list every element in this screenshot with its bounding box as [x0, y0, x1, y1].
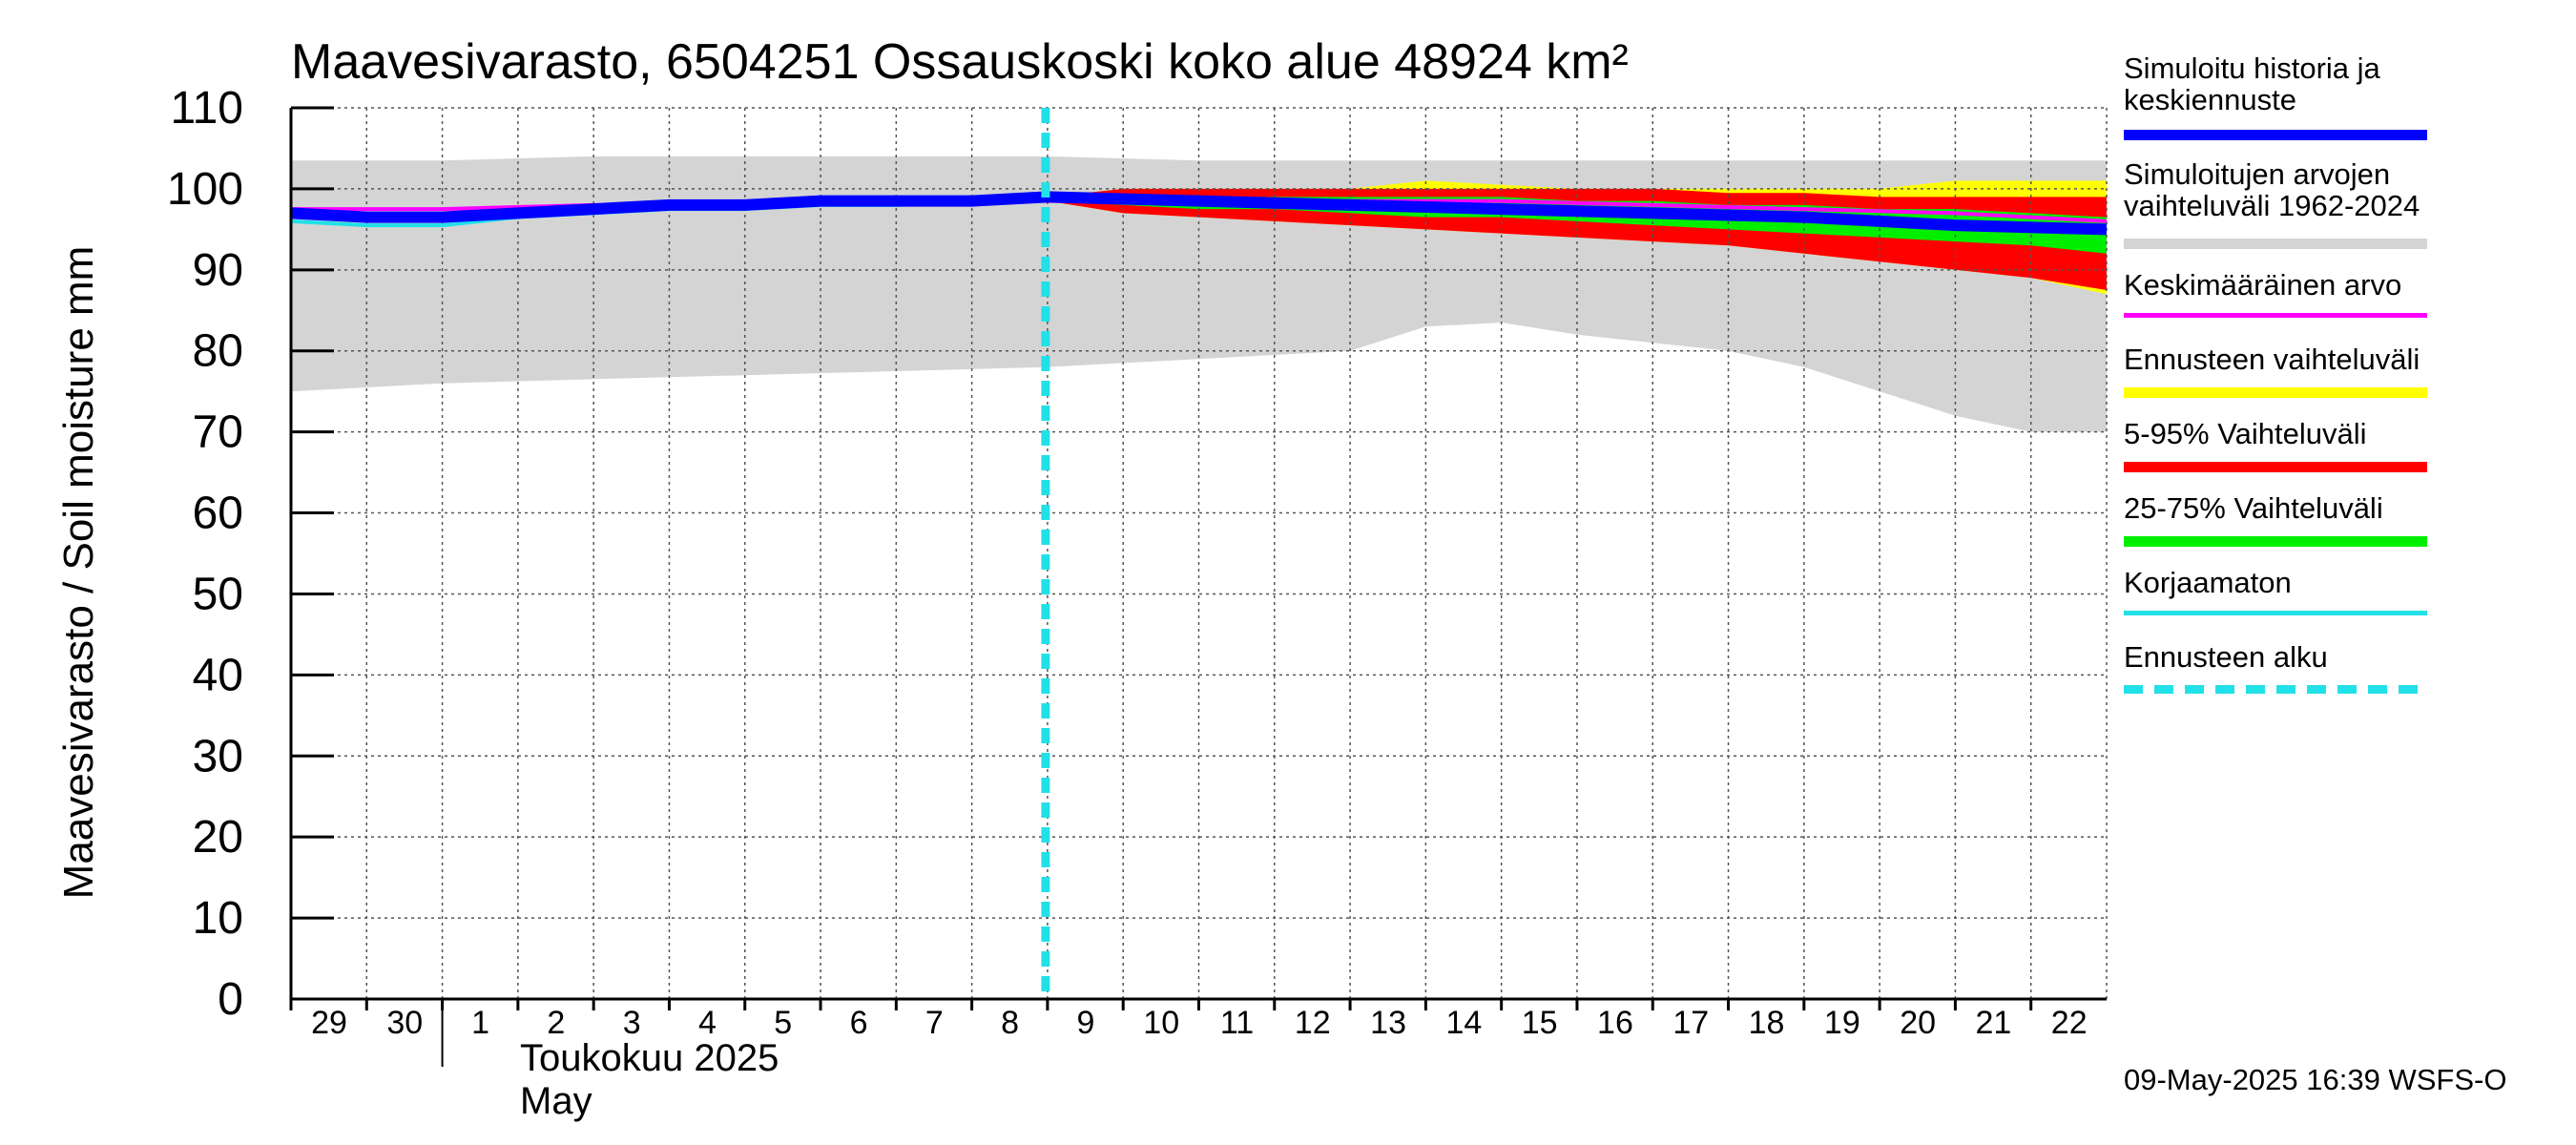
legend-swatch — [2124, 611, 2427, 615]
legend-swatch — [2124, 462, 2427, 472]
x-tick-label: 14 — [1445, 1005, 1482, 1041]
x-tick-label: 18 — [1749, 1005, 1785, 1041]
x-tick-label: 30 — [386, 1005, 423, 1041]
series-line-2 — [290, 191, 2108, 236]
y-tick-label: 100 — [167, 164, 243, 215]
y-tick-label: 80 — [193, 326, 243, 377]
x-tick-label: 11 — [1220, 1005, 1254, 1041]
y-axis-label: Maavesivarasto / Soil moisture mm — [55, 246, 102, 900]
legend-label: Simuloitu historia ja keskiennuste — [2124, 52, 2380, 116]
x-tick-label: 22 — [2051, 1005, 2088, 1041]
y-tick-label: 90 — [193, 245, 243, 296]
legend-label: 5-95% Vaihteluväli — [2124, 417, 2367, 450]
legend-label: Ennusteen alku — [2124, 640, 2328, 674]
x-tick-label: 15 — [1522, 1005, 1558, 1041]
y-tick-label: 30 — [193, 731, 243, 781]
x-tick-label: 2 — [547, 1005, 565, 1041]
series-lines — [290, 108, 2108, 999]
x-tick-label: 8 — [1001, 1005, 1019, 1041]
x-tick-label: 1 — [471, 1005, 489, 1041]
y-tick-label: 40 — [193, 650, 243, 700]
y-tick-label: 20 — [193, 812, 243, 863]
chart-title: Maavesivarasto, 6504251 Ossauskoski koko… — [291, 34, 1629, 90]
x-tick-label: 13 — [1370, 1005, 1406, 1041]
x-tick-label: 16 — [1597, 1005, 1633, 1041]
x-tick-label: 4 — [698, 1005, 717, 1041]
x-tick-label: 6 — [850, 1005, 868, 1041]
month-label-english: May — [520, 1080, 592, 1122]
legend-swatch — [2124, 239, 2427, 249]
y-tick-label: 60 — [193, 489, 243, 539]
y-tick-label: 10 — [193, 893, 243, 944]
x-tick-label: 3 — [623, 1005, 641, 1041]
x-tick-label: 29 — [311, 1005, 347, 1041]
legend-label: Keskimääräinen arvo — [2124, 268, 2402, 302]
legend-label: Ennusteen vaihteluväli — [2124, 343, 2420, 376]
legend-swatch — [2124, 685, 2427, 694]
x-tick-label: 17 — [1672, 1005, 1709, 1041]
legend-swatch — [2124, 387, 2427, 398]
axes — [289, 106, 2107, 1067]
legend-swatch — [2124, 313, 2427, 318]
x-tick-label: 5 — [774, 1005, 792, 1041]
x-tick-label: 20 — [1900, 1005, 1936, 1041]
footer-timestamp: 09-May-2025 16:39 WSFS-O — [2124, 1063, 2507, 1096]
x-tick-label: 9 — [1076, 1005, 1094, 1041]
x-tick-label: 7 — [925, 1005, 944, 1041]
x-tick-label: 21 — [1976, 1005, 2012, 1041]
x-tick-label: 10 — [1143, 1005, 1179, 1041]
legend-label: Simuloitujen arvojen vaihteluväli 1962-2… — [2124, 157, 2420, 222]
y-tick-label: 0 — [218, 974, 243, 1025]
y-tick-label: 110 — [170, 83, 243, 134]
legend-swatch — [2124, 536, 2427, 547]
month-label-finnish: Toukokuu 2025 — [520, 1037, 779, 1079]
y-tick-label: 70 — [193, 407, 243, 458]
x-tick-label: 12 — [1295, 1005, 1331, 1041]
legend-swatch — [2124, 130, 2427, 140]
y-tick-label: 50 — [193, 569, 243, 619]
legend-label: 25-75% Vaihteluväli — [2124, 491, 2383, 525]
x-tick-label: 19 — [1824, 1005, 1860, 1041]
grid-lines — [291, 107, 2108, 999]
legend-label: Korjaamaton — [2124, 566, 2292, 599]
